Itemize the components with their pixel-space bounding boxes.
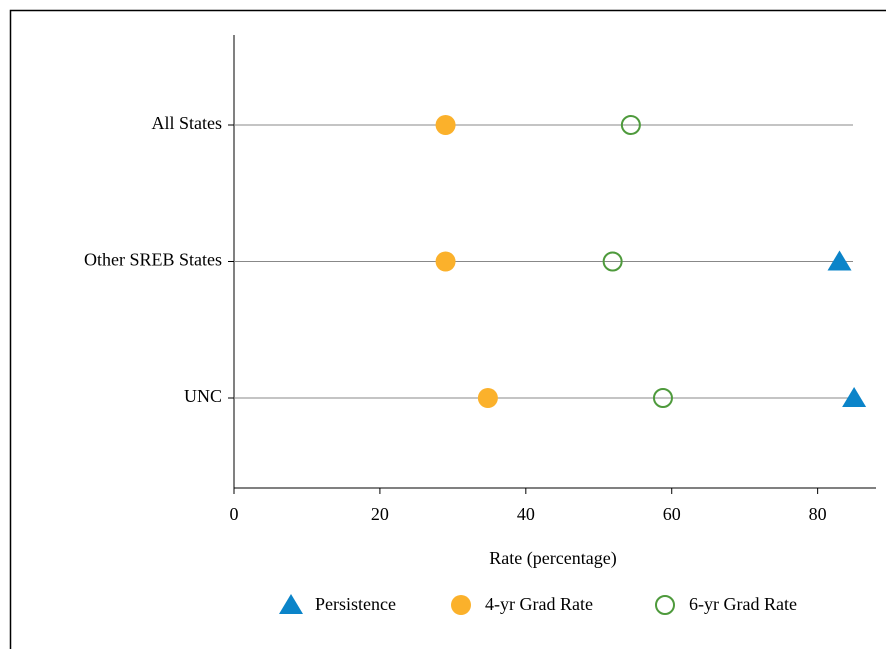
legend-marker — [279, 594, 303, 614]
dot — [436, 115, 456, 135]
y-tick-label: All States — [152, 113, 223, 133]
legend-marker — [451, 595, 471, 615]
legend-label: 4-yr Grad Rate — [485, 594, 593, 614]
dot — [842, 387, 866, 407]
x-tick-label: 20 — [371, 504, 389, 524]
x-tick-label: 40 — [517, 504, 535, 524]
x-tick-label: 0 — [230, 504, 239, 524]
legend-marker — [656, 596, 674, 614]
legend-label: 6-yr Grad Rate — [689, 594, 797, 614]
frame — [11, 11, 886, 650]
x-tick-label: 60 — [663, 504, 681, 524]
x-axis-label: Rate (percentage) — [489, 548, 616, 569]
dot — [436, 252, 456, 272]
x-tick-label: 80 — [809, 504, 827, 524]
legend-label: Persistence — [315, 594, 396, 614]
dot — [478, 388, 498, 408]
y-tick-label: Other SREB States — [84, 250, 222, 270]
dot — [828, 251, 852, 271]
y-tick-label: UNC — [184, 386, 222, 406]
